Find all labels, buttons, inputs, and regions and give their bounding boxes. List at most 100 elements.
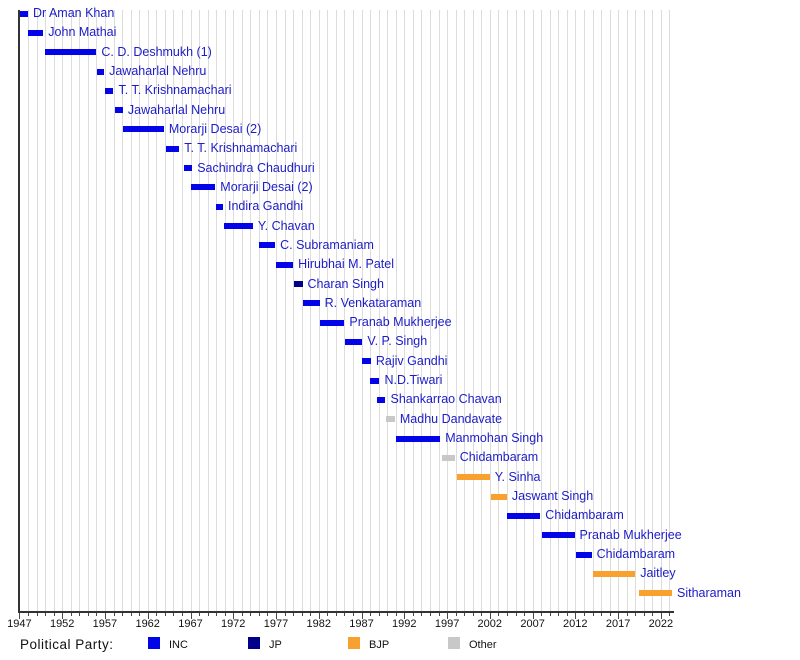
gridline [506,10,508,611]
gridline [447,10,449,611]
timeline-bar [362,358,371,365]
x-major-tick [147,613,149,619]
x-minor-tick [241,613,243,616]
bar-label: Charan Singh [307,276,384,291]
gridline [207,10,209,611]
gridline [566,10,568,611]
timeline-bar [183,165,193,172]
timeline-bar [345,338,363,345]
gridline [96,10,98,611]
gridline [472,10,474,611]
bar-label: Indira Gandhi [228,199,304,214]
x-minor-tick [421,613,423,616]
gridline [104,10,106,611]
gridline [224,10,226,611]
x-minor-tick [224,613,226,616]
gridline [156,10,158,611]
bar-label: N.D.Tiwari [384,373,443,388]
x-major-tick [19,613,21,619]
x-minor-tick [113,613,115,616]
x-minor-tick [216,613,218,616]
bar-label: Jawaharlal Nehru [127,102,226,117]
gridline [301,10,303,611]
x-minor-tick [53,613,55,616]
timeline-bar [395,435,441,442]
gridline [276,10,277,611]
timeline-bar [506,512,541,519]
gridline [618,10,620,611]
timeline-bar [258,242,276,249]
x-minor-tick [310,613,312,616]
timeline-bar [302,300,320,307]
gridline [327,10,329,611]
x-minor-tick [250,613,252,616]
bar-label: V. P. Singh [367,334,428,349]
bar-label: Madhu Dandavate [399,411,503,426]
bar-label: Manmohan Singh [445,431,544,445]
timeline-bar [216,203,223,210]
bar-label: C. Subramaniam [280,237,374,252]
gridline [113,10,115,611]
x-minor-tick [207,613,209,616]
gridline [344,10,346,611]
timeline-bar [20,10,28,17]
gridline [489,10,491,611]
x-tick-label: 1992 [392,618,417,630]
bar-label: Sitharaman [677,585,741,600]
x-minor-tick [652,613,654,616]
gridline [660,10,662,611]
x-minor-tick [79,613,81,616]
x-major-tick [489,613,491,619]
gridline [45,10,47,611]
x-minor-tick [549,613,551,616]
x-minor-tick [96,613,98,616]
gridline [575,10,577,611]
legend-swatch-other [448,637,460,649]
bar-label: Chidambaram [459,450,539,465]
gridline [164,10,166,611]
x-tick-label: 1987 [349,618,374,630]
x-major-tick [532,613,534,619]
gridline [626,10,628,611]
x-minor-tick [353,613,354,616]
x-major-tick [104,613,106,619]
x-minor-tick [592,613,594,616]
x-minor-tick [70,613,72,616]
x-minor-tick [481,613,483,616]
bar-label: Y. Chavan [257,218,315,233]
x-major-tick [318,613,320,619]
x-minor-tick [258,613,260,616]
timeline-bar [294,281,303,287]
gridline [87,10,89,611]
gridline [267,10,269,611]
timeline-bar [370,377,380,384]
x-minor-tick [455,613,457,616]
x-minor-tick [506,613,508,616]
gridline [387,10,389,611]
gridline [241,10,243,611]
bar-label: T. T. Krishnamachari [118,83,232,98]
gridline [652,10,654,611]
bar-label: Jaswant Singh [511,489,594,503]
x-major-tick [62,613,64,619]
x-minor-tick [515,613,517,616]
bar-label: Chidambaram [545,508,624,523]
timeline-bar [576,551,592,558]
x-minor-tick [464,613,466,616]
x-minor-tick [635,613,637,616]
x-tick-label: 1967 [178,618,203,630]
bar-label: Sachindra Chaudhuri [197,160,315,175]
x-minor-tick [199,613,200,616]
x-tick-label: 1952 [49,618,75,630]
x-tick-label: 1997 [434,618,460,630]
bar-label: R. Venkataraman [324,295,422,310]
x-minor-tick [36,613,38,616]
x-minor-tick [609,613,611,616]
x-minor-tick [541,613,543,616]
x-minor-tick [472,613,474,616]
gridline [310,10,312,611]
bar-label: Hirubhai M. Patel [298,257,394,272]
gridline [412,10,414,611]
timeline-bar [376,396,386,403]
